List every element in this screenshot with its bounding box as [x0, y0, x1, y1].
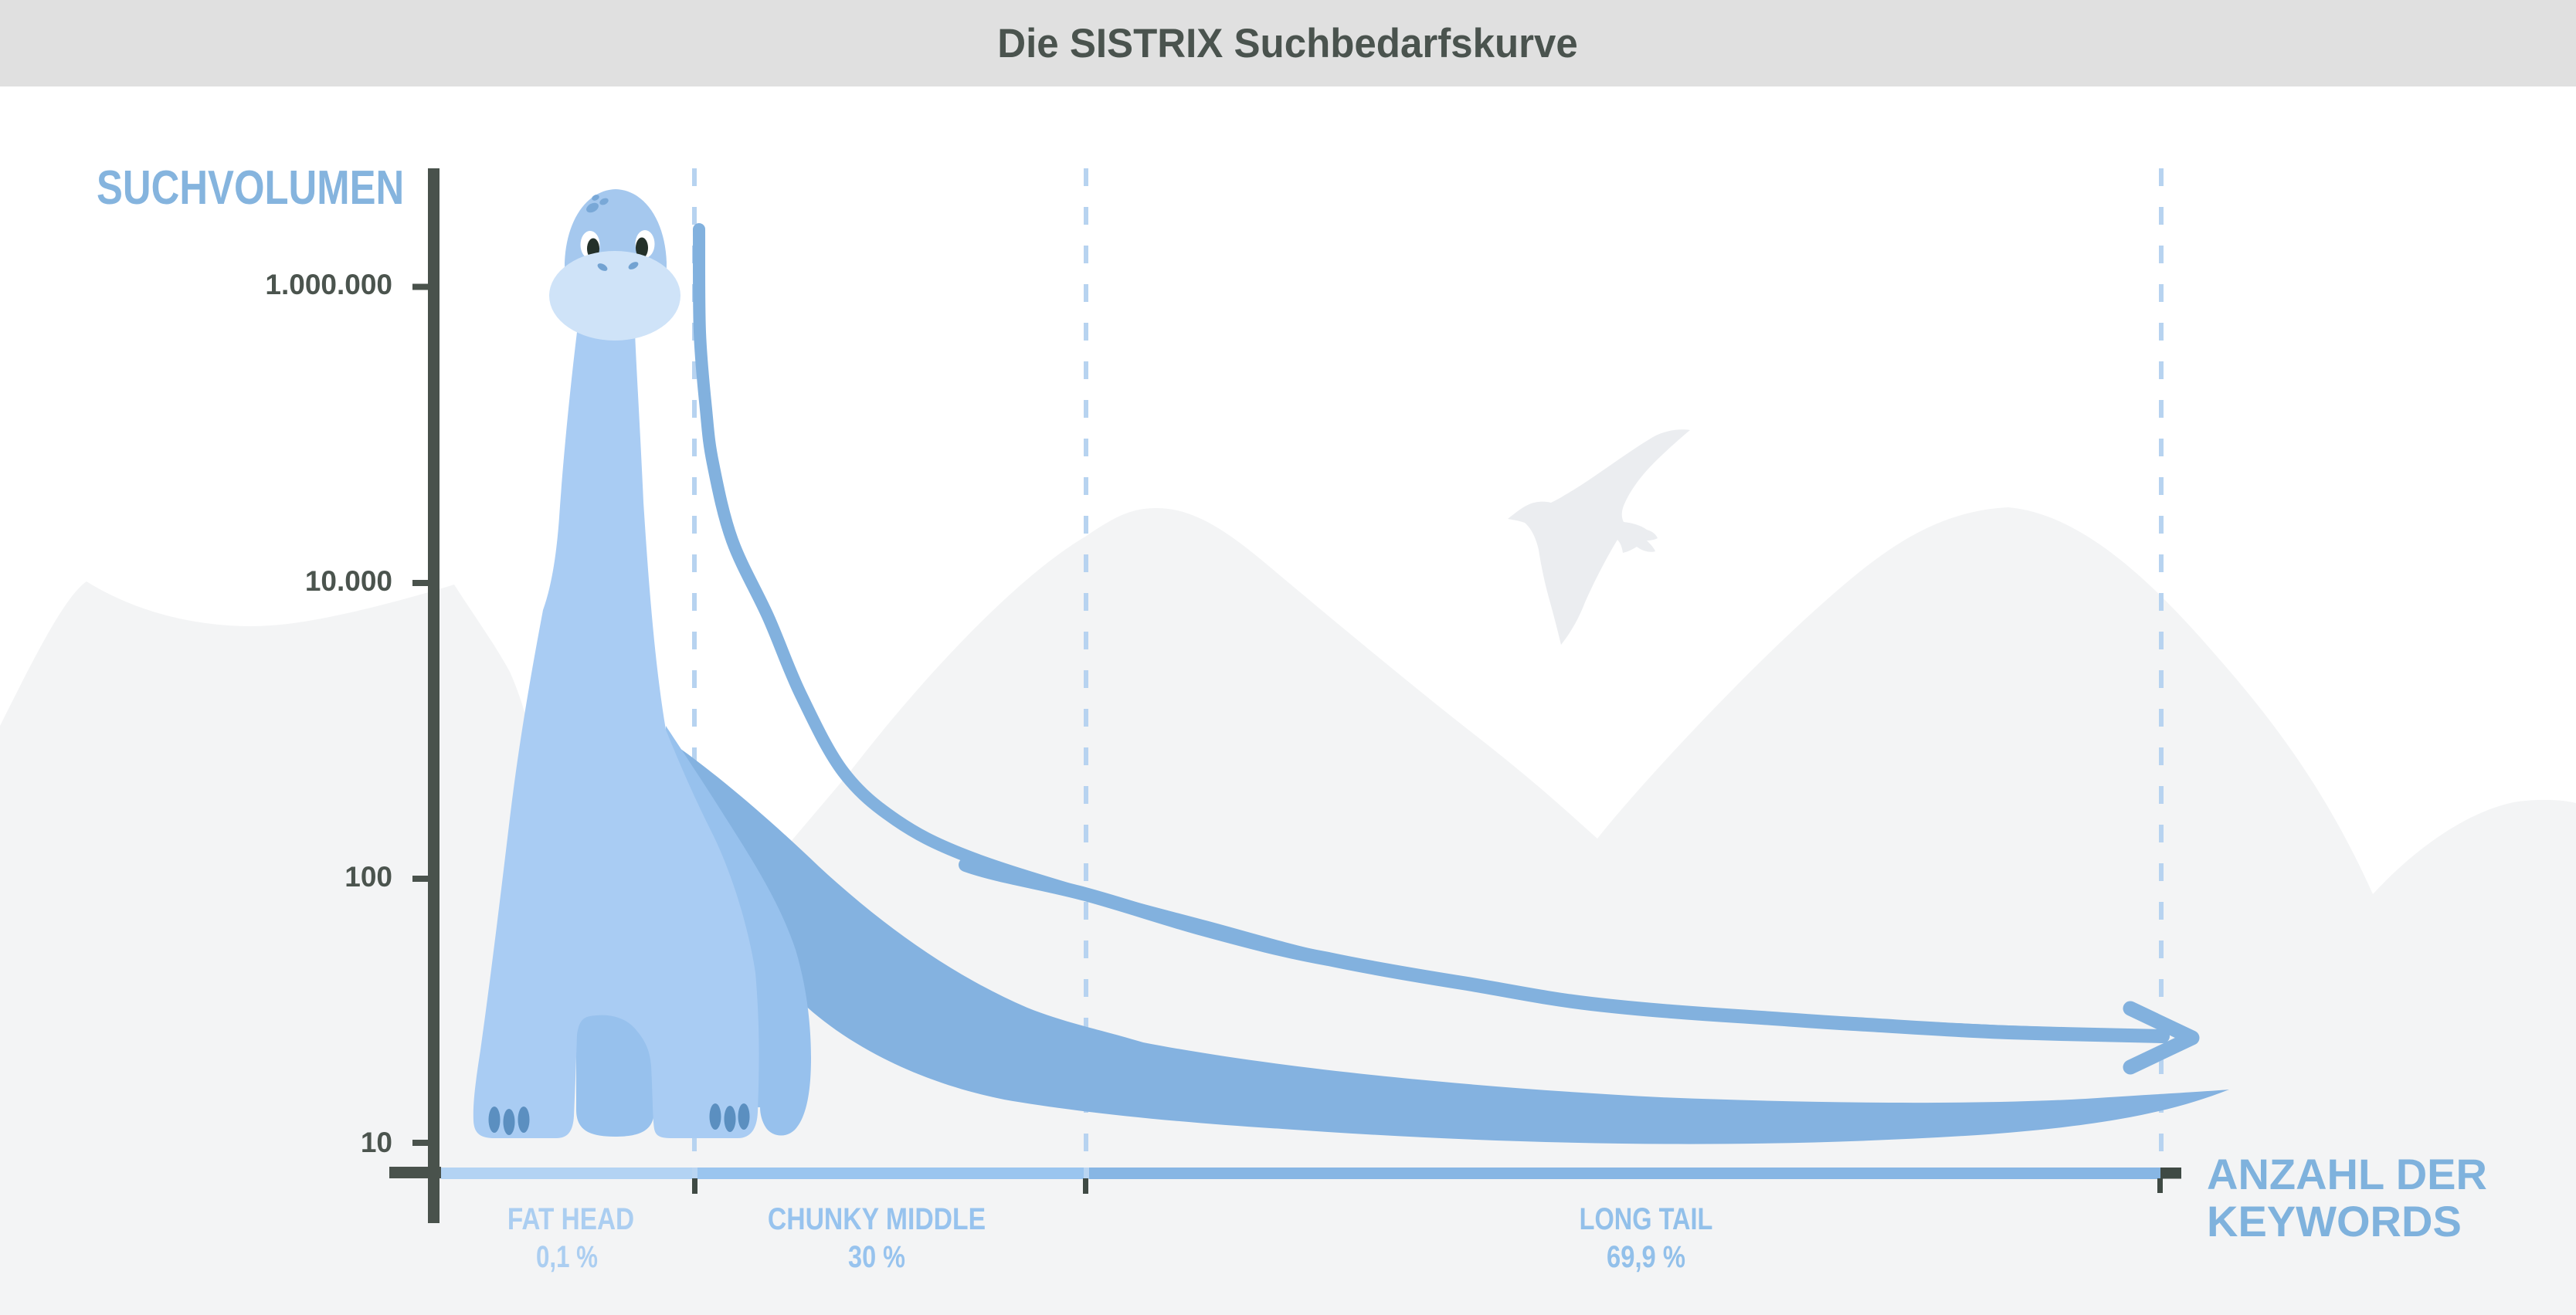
svg-text:10.000: 10.000 [305, 565, 392, 597]
svg-text:0,1 %: 0,1 % [536, 1239, 598, 1274]
svg-text:KEYWORDS: KEYWORDS [2207, 1197, 2462, 1246]
svg-text:FAT HEAD: FAT HEAD [507, 1201, 634, 1236]
svg-text:SUCHVOLUMEN: SUCHVOLUMEN [97, 161, 404, 215]
svg-text:Die SISTRIX Suchbedarfskurve: Die SISTRIX Suchbedarfskurve [997, 21, 1577, 66]
svg-text:CHUNKY MIDDLE: CHUNKY MIDDLE [768, 1201, 986, 1235]
svg-text:10: 10 [361, 1127, 392, 1158]
svg-text:30 %: 30 % [848, 1239, 905, 1274]
svg-text:69,9 %: 69,9 % [1607, 1239, 1685, 1274]
svg-text:100: 100 [344, 861, 392, 893]
svg-text:1.000.000: 1.000.000 [265, 269, 392, 300]
svg-text:LONG TAIL: LONG TAIL [1580, 1201, 1713, 1236]
svg-text:ANZAHL DER: ANZAHL DER [2207, 1150, 2487, 1198]
